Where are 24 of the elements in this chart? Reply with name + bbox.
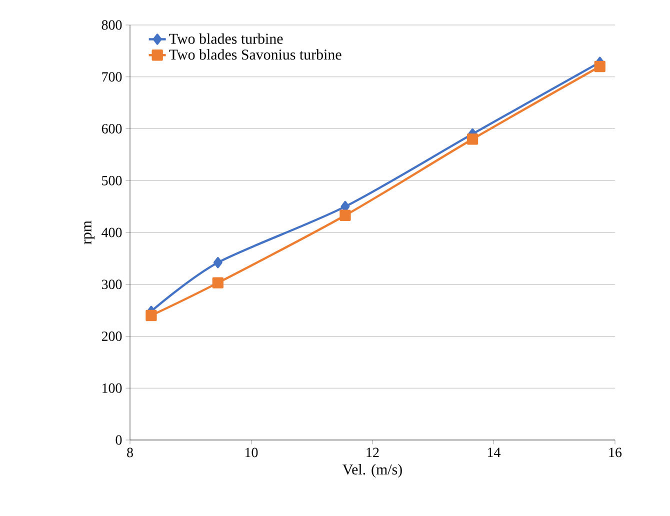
x-tick-label: 16 [609,448,622,458]
x-axis-title: Vel. (m/s) [342,464,402,478]
point [466,134,478,145]
point [212,277,224,288]
y-tick-label: 600 [102,124,122,134]
x-tick-label: 10 [245,448,258,458]
y-tick-label: 300 [102,280,122,290]
point [213,257,222,268]
y-tick-label: 700 [102,72,122,82]
point [594,60,606,72]
y-tick-label: 200 [102,332,122,341]
y-tick-label: 400 [102,228,122,238]
y-axis-title: rpm [84,220,94,244]
legend-label: Two blades turbine [169,33,283,44]
x-tick-label: 8 [127,448,133,458]
y-tick-label: 500 [102,176,122,186]
point [146,310,157,322]
x-tick-label: 14 [488,448,501,457]
legend-label: Two blades Savonius turbine [169,49,342,60]
point [340,210,351,221]
y-tick-label: 800 [102,20,122,30]
x-tick-label: 12 [366,448,379,458]
y-tick-label: 0 [116,435,122,445]
y-tick-label: 100 [102,383,122,393]
